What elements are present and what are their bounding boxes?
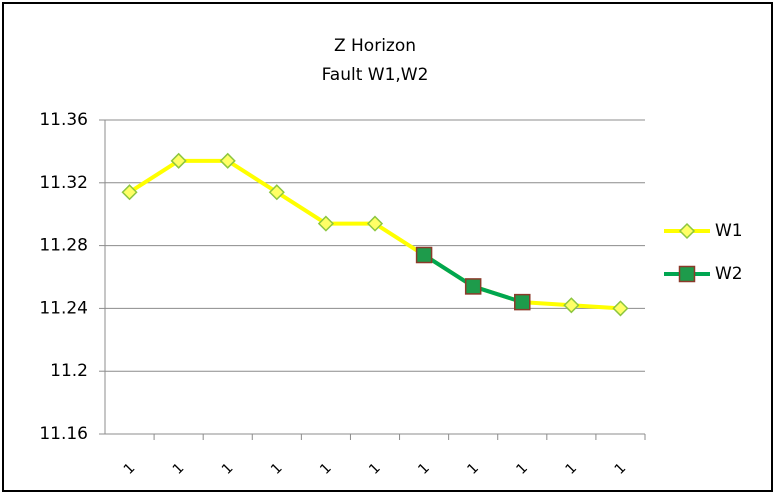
legend-label: W2 (715, 264, 743, 284)
chart-title: Z Horizon (334, 36, 416, 56)
data-point (612, 300, 629, 317)
data-point (366, 215, 384, 232)
chart-subtitle: Fault W1,W2 (322, 65, 429, 85)
legend-label: W1 (715, 221, 743, 241)
data-point (268, 184, 285, 201)
y-tick-label: 11.24 (39, 298, 88, 318)
legend-marker (678, 222, 696, 240)
data-point (121, 184, 138, 201)
data-point (563, 297, 580, 314)
data-point (170, 152, 187, 169)
y-tick-label: 11.16 (39, 424, 88, 444)
legend-marker (678, 265, 696, 283)
data-point (464, 278, 482, 295)
data-point (514, 293, 531, 311)
y-tick-label: 11.32 (39, 173, 88, 193)
y-tick-label: 11.2 (50, 361, 88, 381)
data-point (317, 215, 334, 232)
y-tick-label: 11.28 (39, 236, 88, 256)
data-point (219, 152, 236, 169)
data-point (415, 246, 433, 264)
y-tick-label: 11.36 (39, 110, 88, 130)
